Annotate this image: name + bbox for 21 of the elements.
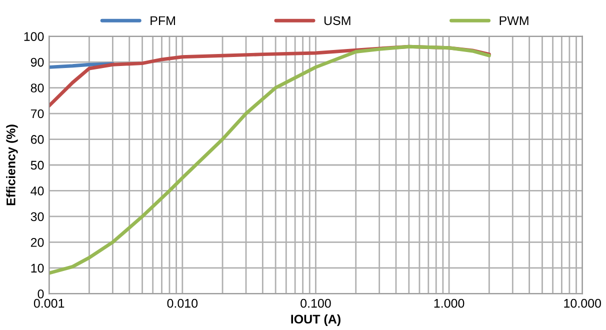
- y-tick-label: 80: [30, 84, 44, 92]
- y-tick-label: 10: [31, 264, 44, 273]
- y-tick-label: 100: [24, 32, 44, 41]
- y-tick-label: 0: [38, 290, 44, 298]
- x-tick-label: 0.010: [167, 298, 198, 308]
- y-tick-label: 60: [30, 135, 44, 144]
- x-tick-label: 0.001: [34, 298, 64, 308]
- y-tick-label: 90: [30, 58, 44, 67]
- x-axis-title: IOUT (A): [291, 314, 340, 326]
- legend-label: USM: [324, 16, 350, 26]
- x-tick-label: 0.100: [300, 298, 331, 308]
- legend-label: PFM: [150, 16, 175, 25]
- y-tick-label: 20: [30, 238, 44, 247]
- y-tick-label: 70: [30, 109, 44, 118]
- x-tick-label: 1.000: [434, 298, 464, 308]
- y-tick-label: 50: [30, 160, 44, 170]
- y-tick-label: 30: [30, 212, 44, 222]
- x-tick-label: 10.000: [564, 298, 601, 308]
- legend-label: PWM: [500, 16, 528, 25]
- y-tick-label: 40: [30, 186, 44, 196]
- y-axis-title: Efficiency (%): [6, 124, 18, 206]
